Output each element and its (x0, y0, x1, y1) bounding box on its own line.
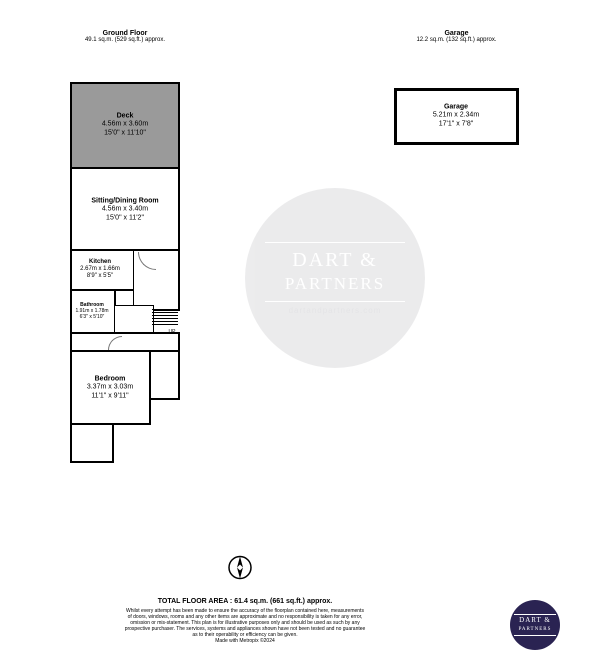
ground-floor-title: Ground Floor (70, 30, 180, 37)
watermark-text: DART & PARTNERS (265, 242, 405, 302)
room-sidewing (149, 350, 180, 400)
garage-title: Garage (394, 30, 519, 37)
compass-icon (227, 555, 253, 586)
label-bath: Bathroom 1.91m x 1.78m 6'3" x 5'10" (75, 302, 108, 320)
watermark-line2: PARTNERS (285, 274, 385, 293)
room-corridor (70, 332, 180, 352)
watermark: DART & PARTNERS dartandpartners.com (245, 188, 425, 368)
garage-area: 12.2 sq.m. (132 sq.ft.) approx. (394, 37, 519, 43)
footer: TOTAL FLOOR AREA : 61.4 sq.m. (661 sq.ft… (30, 598, 460, 644)
room-stairzone (114, 305, 154, 334)
label-bedroom: Bedroom 3.37m x 3.03m 11'1" x 9'11" (87, 375, 133, 400)
logo-badge: DART & PARTNERS (510, 600, 560, 650)
label-garage: Garage 5.21m x 2.34m 17'1" x 7'8" (433, 103, 479, 128)
label-deck: Deck 4.56m x 3.60m 15'0" x 11'10" (102, 112, 148, 137)
watermark-line1: DART & (292, 249, 377, 271)
room-bedwing (70, 423, 114, 463)
total-area: TOTAL FLOOR AREA : 61.4 sq.m. (661 sq.ft… (30, 598, 460, 606)
label-kitchen: Kitchen 2.67m x 1.66m 8'9" x 5'5" (80, 259, 120, 281)
watermark-sub: dartandpartners.com (289, 306, 382, 315)
label-up: UP (169, 329, 176, 335)
stairs (152, 309, 178, 327)
garage-header: Garage 12.2 sq.m. (132 sq.ft.) approx. (394, 30, 519, 43)
disclaimer-line: Made with Metropix ©2024 (30, 638, 460, 644)
logo-text: DART & PARTNERS (514, 614, 556, 635)
label-sitting: Sitting/Dining Room 4.56m x 3.40m 15'0" … (91, 197, 158, 222)
ground-floor-area: 49.1 sq.m. (529 sq.ft.) approx. (70, 37, 180, 43)
ground-floor-header: Ground Floor 49.1 sq.m. (529 sq.ft.) app… (70, 30, 180, 43)
